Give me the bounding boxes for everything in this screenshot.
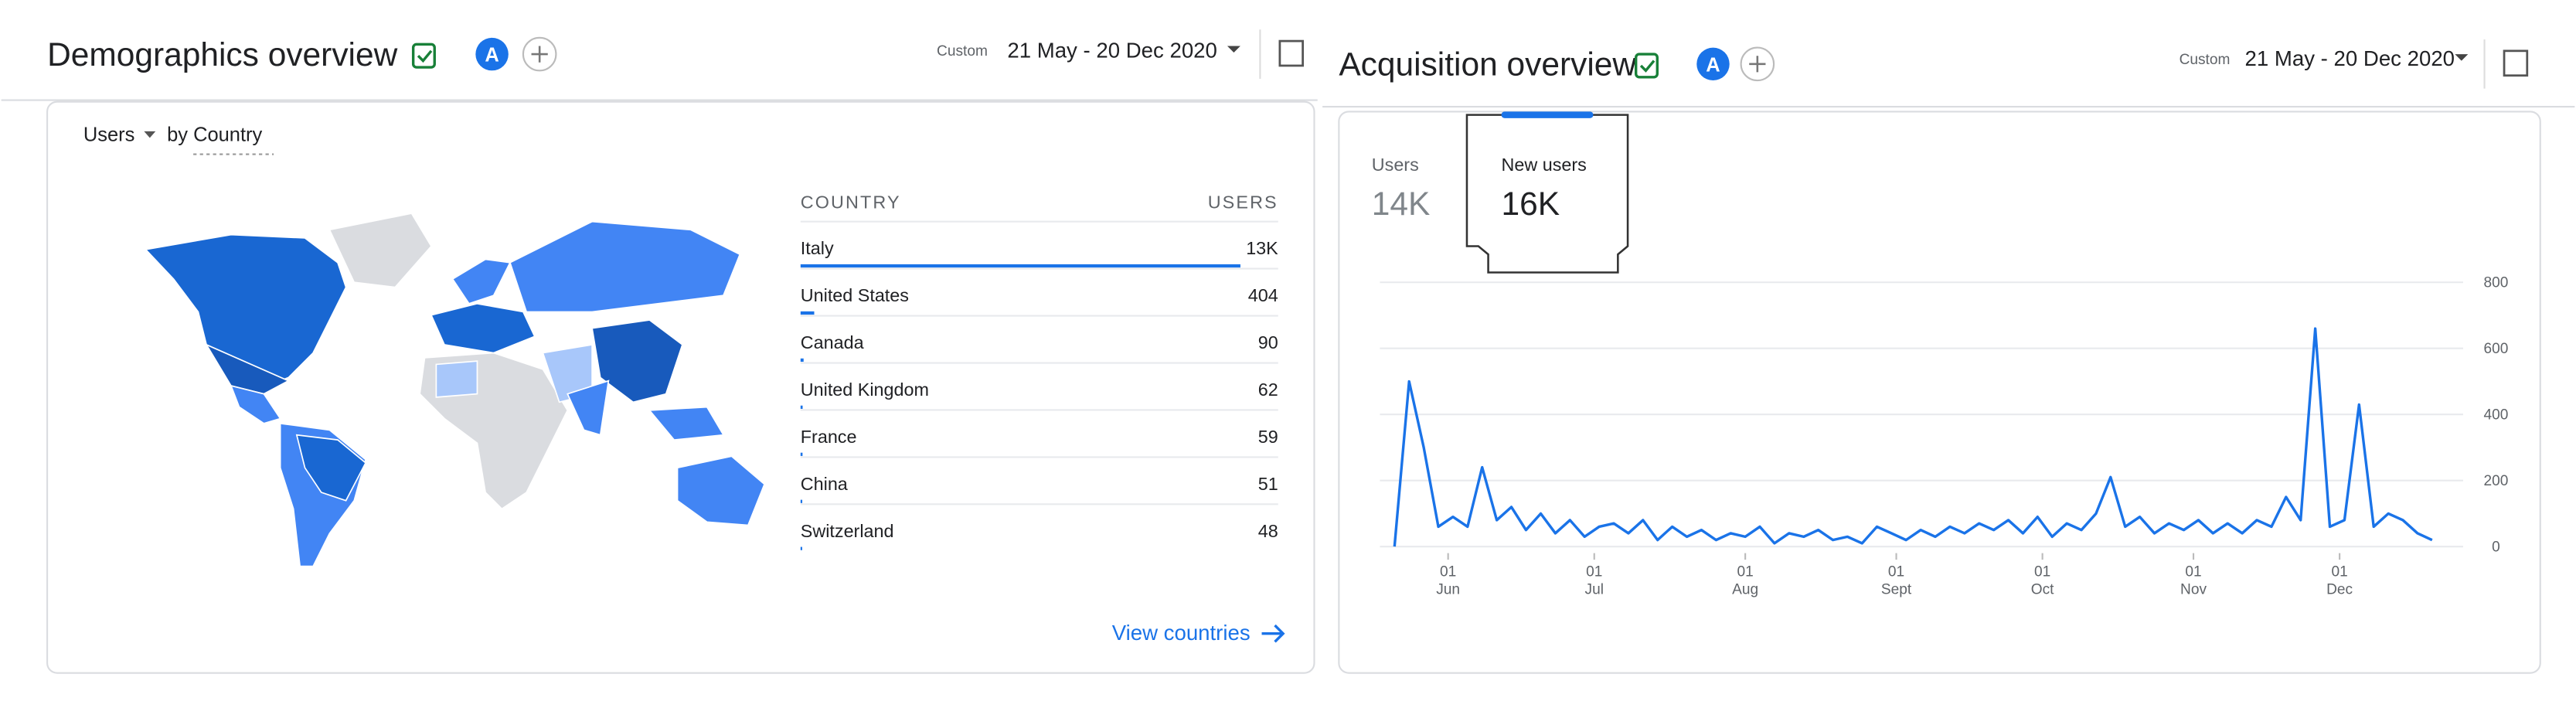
user-count: 13K	[1246, 238, 1278, 258]
date-prefix: Custom	[2180, 52, 2231, 68]
y-tick-label: 800	[2483, 275, 2508, 291]
metric-selector[interactable]: Users	[83, 124, 135, 146]
x-tick-label: 01	[1586, 563, 1602, 580]
share-bar	[800, 405, 803, 409]
column-header: COUNTRY	[801, 192, 901, 213]
date-range[interactable]: 21 May - 20 Dec 2020	[1007, 38, 1217, 62]
x-tick-label: 01	[1888, 563, 1904, 580]
country-name: United Kingdom	[801, 380, 929, 400]
x-tick-label: 01	[2034, 563, 2050, 580]
x-tick-label: Jun	[1436, 582, 1460, 598]
date-range[interactable]: 21 May - 20 Dec 2020	[2245, 46, 2455, 70]
x-tick-label: 01	[1440, 563, 1456, 580]
y-tick-label: 200	[2483, 473, 2508, 489]
x-tick-label: 01	[1737, 563, 1754, 580]
avatar[interactable]	[475, 37, 509, 71]
x-tick-label: Sept	[1881, 582, 1912, 598]
user-count: 48	[1258, 521, 1278, 541]
user-count: 62	[1258, 380, 1278, 400]
avatar[interactable]	[1696, 47, 1730, 81]
country-name: China	[801, 474, 848, 494]
x-tick-label: Dec	[2326, 582, 2353, 598]
saved-icon	[411, 43, 436, 69]
x-tick-label: Aug	[1732, 582, 1758, 598]
user-count: 51	[1258, 474, 1278, 494]
country-name: France	[801, 427, 857, 447]
y-tick-label: 600	[2483, 341, 2508, 357]
share-bar	[800, 546, 802, 550]
saved-icon	[1634, 53, 1659, 79]
x-tick-label: 01	[2185, 563, 2201, 580]
share-bar	[800, 264, 1240, 268]
tab-value: 14K	[1372, 186, 1431, 222]
view-countries-link[interactable]: View countries	[1112, 621, 1251, 645]
share-bar	[800, 311, 815, 315]
edit-icon[interactable]	[2503, 49, 2529, 77]
share-bar	[800, 358, 804, 363]
date-prefix: Custom	[937, 43, 988, 60]
tab-value: 16K	[1502, 186, 1560, 222]
x-tick-label: Jul	[1585, 582, 1604, 598]
edit-icon[interactable]	[1278, 39, 1304, 67]
y-tick-label: 0	[2492, 540, 2500, 556]
dimension-selector[interactable]: by Country	[167, 124, 262, 146]
x-tick-label: 01	[2331, 563, 2347, 580]
avatar-letter: A	[485, 45, 499, 66]
world-map	[144, 213, 766, 567]
share-bar	[800, 452, 803, 456]
country-name: Switzerland	[801, 521, 894, 541]
x-tick-label: Nov	[2180, 582, 2207, 598]
user-count: 404	[1248, 285, 1278, 305]
y-tick-label: 400	[2483, 407, 2508, 424]
country-name: United States	[801, 285, 909, 305]
column-header: USERS	[1208, 192, 1278, 213]
panel-title: Demographics overview	[47, 36, 398, 73]
country-name: Canada	[801, 332, 864, 352]
panel-title: Acquisition overview	[1339, 46, 1636, 83]
country-name: Italy	[801, 238, 834, 258]
tab-label[interactable]: New users	[1502, 155, 1587, 175]
user-count: 59	[1258, 427, 1278, 447]
avatar-letter: A	[1706, 54, 1720, 76]
share-bar	[800, 499, 803, 503]
data-line	[1393, 327, 2433, 547]
tab-label[interactable]: Users	[1372, 155, 1419, 175]
link-arrow[interactable]	[1261, 624, 1285, 643]
selected-tab[interactable]	[1465, 114, 1629, 274]
user-count: 90	[1258, 332, 1278, 352]
x-tick-label: Oct	[2031, 582, 2054, 598]
